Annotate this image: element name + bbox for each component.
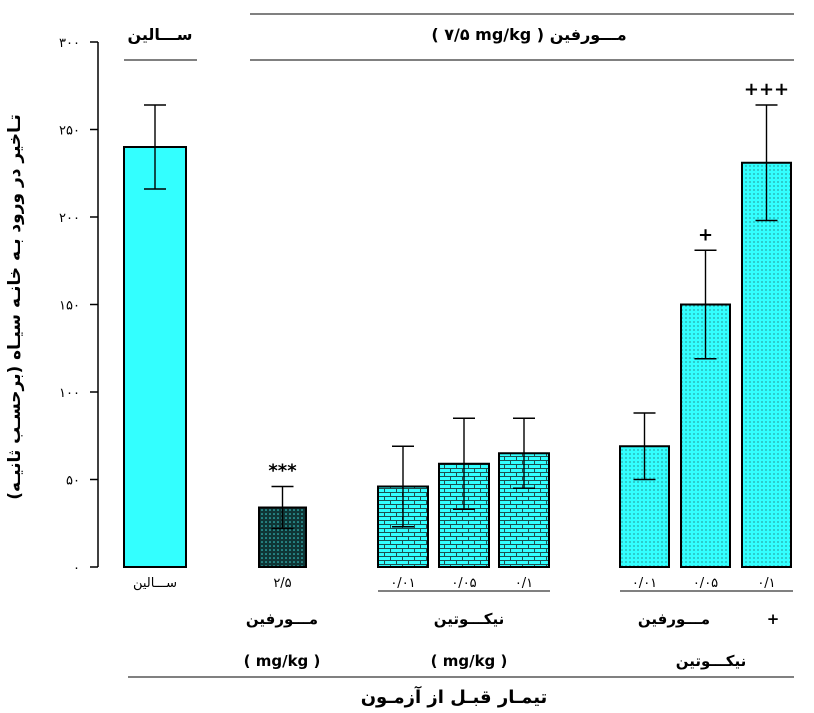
error-bar-morphine-nicotine-0-05 [694,249,717,360]
bar-morphine-2-5 [258,506,307,568]
y-tick-label: ۲۰۰ [59,211,80,226]
error-bar-nicotine-0-1 [513,417,535,489]
group-nicotine-unit: ( mg/kg ) [431,652,508,670]
category-label-morphine-nicotine-0-01: ۰/۰۱ [632,576,657,591]
category-label-nicotine-0-1: ۰/۱ [515,576,533,591]
y-tick-label: ۲۵۰ [59,124,80,139]
significance-mark-morphine-2-5: *** [268,461,297,482]
error-bar-nicotine-0-01 [392,445,414,528]
significance-mark-morphine-nicotine-0-1: +++ [744,79,789,100]
y-ticks: ۰ ۵۰ ۱۰۰ ۱۵۰ ۲۰۰ ۲۵۰ ۳۰۰ [59,36,98,576]
error-bar-morphine-nicotine-0-01 [633,412,656,481]
header-saline-label: ســـالین [127,25,192,44]
y-axis-label: تـاخیر در ورود بـه خانـه سیـاه (برحسـب ث… [5,114,25,500]
y-tick-label: ۳۰۰ [59,36,80,51]
error-bar-morphine-nicotine-0-1 [755,104,778,222]
group-morphine-name: مـــورفین [246,610,318,628]
x-axis-title: تیمـار قبـل از آزمـون [361,685,548,708]
category-label-nicotine-0-05: ۰/۰۵ [451,576,476,591]
header-morphine-label: ( ۷/۵ mg/kg ) مـــورفین [431,25,626,44]
y-tick-label: ۵۰ [66,474,80,489]
error-bar-nicotine-0-05 [453,417,475,510]
bar-morphine-nicotine-0-1 [741,161,792,568]
bar-saline [123,146,187,568]
y-tick-label: ۰ [73,561,80,576]
category-label-morphine-2-5: ۲/۵ [273,576,291,591]
group-combo-plus-sign: + [767,610,780,628]
category-labels: ســـالین ۲/۵ ۰/۰۱ ۰/۰۵ ۰/۱ ۰/۰۱ ۰/۰۵ ۰/۱ [133,576,776,591]
group-combo-morphine-name: مـــورفین [638,610,710,628]
error-bar-saline [144,104,166,190]
y-tick-label: ۱۰۰ [59,386,80,401]
group-morphine-unit: ( mg/kg ) [244,652,321,670]
y-tick-label: ۱۵۰ [59,299,80,314]
category-label-saline: ســـالین [133,576,177,591]
significance-mark-morphine-nicotine-0-05: + [698,224,713,245]
bars: ***++++ [123,79,792,568]
group-combo-nicotine-name: نیکـــوتین [676,652,747,670]
category-label-morphine-nicotine-0-1: ۰/۱ [757,576,775,591]
category-label-morphine-nicotine-0-05: ۰/۰۵ [693,576,718,591]
error-bar-morphine-2-5 [271,485,294,530]
category-label-nicotine-0-01: ۰/۰۱ [390,576,415,591]
group-nicotine-name: نیکـــوتین [434,610,505,628]
